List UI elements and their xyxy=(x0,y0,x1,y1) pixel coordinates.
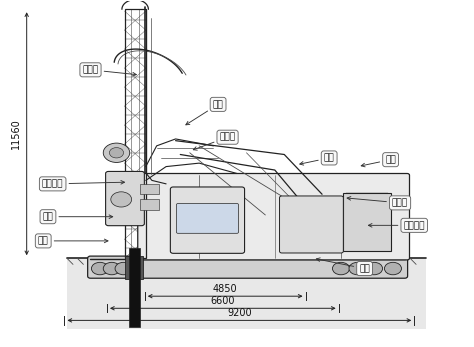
Circle shape xyxy=(111,192,132,207)
Text: 9200: 9200 xyxy=(227,308,252,318)
Text: 覆盖件: 覆盖件 xyxy=(347,196,408,208)
Text: 车架: 车架 xyxy=(300,153,335,165)
FancyBboxPatch shape xyxy=(88,256,408,278)
Bar xyxy=(140,184,159,194)
Circle shape xyxy=(365,262,383,275)
Circle shape xyxy=(103,262,120,275)
Bar xyxy=(125,256,144,279)
Text: 底盘: 底盘 xyxy=(316,258,370,273)
Bar xyxy=(125,9,146,258)
Text: 滑移架: 滑移架 xyxy=(82,65,137,76)
Circle shape xyxy=(115,262,132,275)
FancyBboxPatch shape xyxy=(138,174,410,260)
Circle shape xyxy=(91,262,109,275)
Circle shape xyxy=(384,262,401,275)
Text: 动力系统: 动力系统 xyxy=(368,221,425,230)
Text: 配重: 配重 xyxy=(361,155,396,167)
FancyBboxPatch shape xyxy=(106,171,145,226)
Text: 刀箱: 刀箱 xyxy=(38,236,108,245)
Circle shape xyxy=(109,147,124,158)
Circle shape xyxy=(332,262,349,275)
Text: 6600: 6600 xyxy=(210,296,235,306)
FancyBboxPatch shape xyxy=(170,187,245,253)
Circle shape xyxy=(103,143,130,162)
Bar xyxy=(129,248,140,327)
Text: 驱动总成: 驱动总成 xyxy=(42,179,125,188)
Bar xyxy=(343,193,391,251)
Bar xyxy=(140,200,159,210)
FancyBboxPatch shape xyxy=(280,196,343,253)
Text: 链刀: 链刀 xyxy=(43,212,113,221)
Text: 4850: 4850 xyxy=(213,283,237,294)
Text: 驾驶室: 驾驶室 xyxy=(193,133,236,150)
FancyBboxPatch shape xyxy=(176,204,238,233)
Text: 11560: 11560 xyxy=(11,118,21,149)
Text: 门架: 门架 xyxy=(186,100,223,125)
Circle shape xyxy=(349,262,366,275)
Bar xyxy=(67,258,426,329)
